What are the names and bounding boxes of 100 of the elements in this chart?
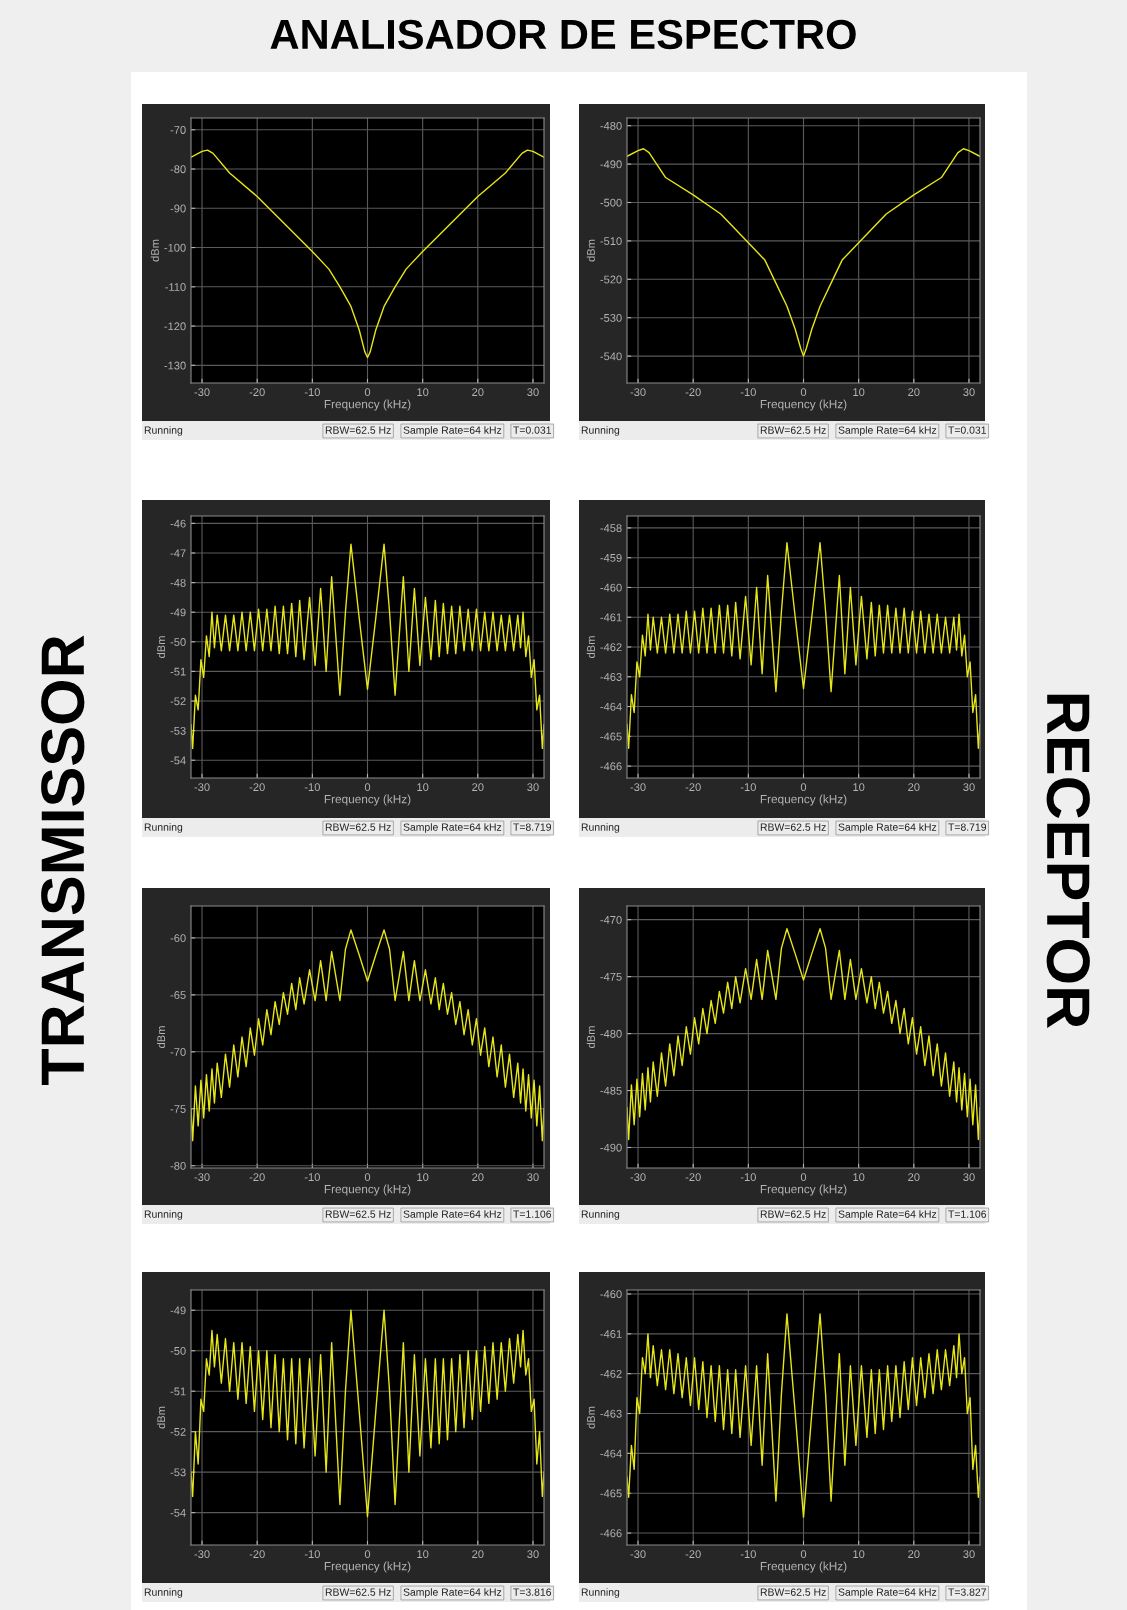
x-tick-label: 0 [364,1173,371,1182]
y-tick-label: -464 [600,702,622,711]
x-tick-label: 20 [908,783,920,792]
x-tick-label: -20 [249,783,265,792]
x-tick-label: 0 [364,783,371,792]
y-tick-label: -490 [600,160,622,169]
x-tick-label: -30 [630,783,646,792]
y-tick-label: -475 [600,973,622,981]
x-tick-label: 20 [908,1550,920,1559]
y-tick-label: -120 [164,322,186,331]
x-tick-label: 30 [963,783,975,792]
text: Running [144,426,183,436]
x-tick-label: -20 [685,1173,701,1182]
y-tick-label: -465 [600,1489,622,1498]
x-tick-label: 0 [800,1173,807,1182]
text: Sample Rate=64 kHz [838,426,937,436]
x-axis-title: Frequency (kHz) [324,399,411,411]
x-tick-label: 10 [853,1173,865,1182]
x-tick-label: -10 [304,388,320,397]
y-tick-label: -49 [170,1306,186,1315]
x-tick-label: -20 [685,1550,701,1559]
y-tick-label: -490 [600,1143,622,1152]
y-tick-label: -51 [170,1387,186,1396]
text: T=0.031 [948,426,986,434]
y-axis-title: dBm [156,1406,166,1429]
y-tick-label: -459 [600,553,622,562]
x-tick-label: 20 [908,1173,920,1182]
y-axis-title: dBm [156,1026,166,1048]
text: RBW=62.5 Hz [760,426,826,434]
y-tick-label: -54 [170,1509,186,1517]
y-axis-title: dBm [150,239,159,262]
text: Running [581,1210,620,1220]
x-axis-title: Frequency (kHz) [760,794,847,806]
text: RBW=62.5 Hz [325,1210,391,1218]
y-tick-label: -60 [170,934,186,943]
y-tick-label: -520 [600,275,622,284]
x-tick-label: 20 [908,388,920,397]
y-tick-label: -100 [164,243,186,252]
x-tick-label: 10 [417,1173,429,1182]
x-tick-label: -30 [630,388,646,397]
y-tick-label: -462 [600,1369,622,1378]
text: RBW=62.5 Hz [760,1210,826,1218]
text: TRANSMISSOR [41,635,85,1086]
x-tick-label: -30 [630,1550,646,1559]
y-tick-label: -53 [170,726,186,735]
y-tick-label: -52 [170,697,186,706]
x-tick-label: -10 [740,1173,756,1182]
x-tick-label: 10 [853,783,865,792]
y-tick-label: -47 [170,549,186,558]
text: T=1.106 [948,1210,987,1218]
x-tick-label: 0 [800,783,807,792]
x-tick-label: 10 [417,388,429,397]
text: RBW=62.5 Hz [760,1588,826,1596]
x-tick-label: -10 [304,783,320,792]
x-tick-label: 20 [472,1550,484,1559]
x-tick-label: 20 [472,388,484,397]
text: Sample Rate=64 kHz [838,1588,937,1598]
x-axis-title: Frequency (kHz) [760,1561,847,1573]
y-tick-label: -70 [170,126,186,134]
x-tick-label: -30 [194,783,210,792]
y-tick-label: -52 [170,1427,186,1436]
y-tick-label: -80 [170,165,186,174]
y-tick-label: -110 [165,283,186,291]
x-tick-label: -10 [740,1550,756,1559]
y-tick-label: -510 [600,237,622,246]
text: T=3.827 [948,1588,986,1596]
y-tick-label: -130 [164,361,186,370]
y-tick-label: -530 [600,313,622,322]
x-tick-label: -30 [194,1173,210,1182]
y-tick-label: -463 [600,1409,622,1418]
x-tick-label: -30 [630,1173,646,1182]
y-tick-label: -465 [600,732,622,741]
x-tick-label: 30 [963,1173,975,1182]
y-axis-title: dBm [586,239,595,262]
x-axis-title: Frequency (kHz) [760,1184,847,1196]
y-tick-label: -540 [600,352,622,361]
text: T=8.719 [948,823,987,831]
text: Sample Rate=64 kHz [403,1210,502,1220]
text: T=0.031 [513,426,551,434]
x-tick-label: -10 [740,783,756,792]
x-tick-label: 20 [472,1173,484,1182]
text: RBW=62.5 Hz [325,1588,391,1596]
text: Running [144,1210,183,1220]
text: Running [144,823,183,833]
y-tick-label: -463 [600,673,622,681]
y-tick-label: -54 [170,756,186,765]
text: RBW=62.5 Hz [325,823,391,831]
x-tick-label: 30 [963,388,975,397]
x-tick-label: 0 [364,388,371,397]
text: Sample Rate=64 kHz [838,823,937,833]
y-tick-label: -460 [600,583,622,592]
y-tick-label: -466 [600,1529,622,1538]
x-tick-label: 0 [800,1550,807,1559]
text: Running [581,426,620,436]
x-axis-title: Frequency (kHz) [760,399,847,411]
x-tick-label: 0 [800,388,807,397]
y-tick-label: -461 [600,613,622,622]
text: Sample Rate=64 kHz [838,1210,937,1220]
text: RBW=62.5 Hz [325,426,391,434]
y-tick-label: -53 [170,1468,186,1477]
